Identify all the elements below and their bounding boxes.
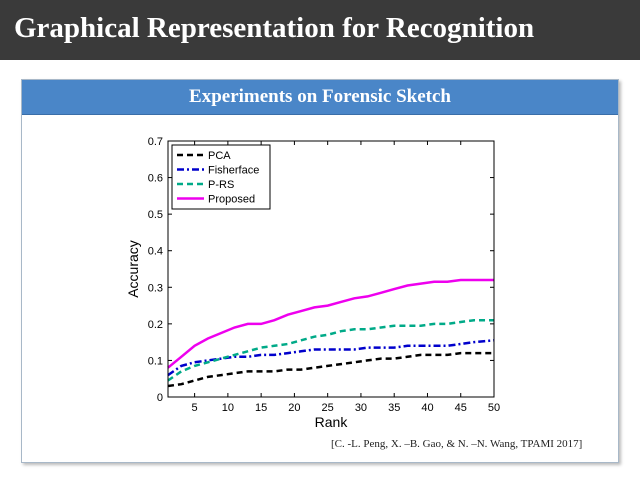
x-tick-label: 35: [388, 402, 400, 414]
legend-label: Fisherface: [208, 165, 259, 177]
axis-ticks: 0 0.1 0.2 0.3 0.4 0.5 0.6 0.7 5 10 15 20 25 30 35 40 45 5…: [148, 136, 500, 414]
accuracy-rank-chart: 0 0.1 0.2 0.3 0.4 0.5 0.6 0.7 5 10 15 20 25 30 35 40 45 5…: [125, 136, 500, 430]
legend: PCA Fisherface P-RS Proposed: [171, 144, 271, 210]
y-tick-label: 0.6: [148, 173, 163, 185]
legend-label: P-RS: [208, 179, 234, 191]
y-tick-label: 0.1: [148, 355, 163, 367]
series-lines: [167, 278, 495, 388]
x-tick-label: 10: [222, 402, 234, 414]
y-axis-label: Accuracy: [125, 240, 141, 298]
plot-frame: [167, 140, 495, 398]
x-tick-label: 20: [288, 402, 300, 414]
x-tick-label: 5: [192, 402, 198, 414]
x-tick-label: 30: [355, 402, 367, 414]
series-line-fisherface: [167, 339, 495, 377]
series-line-p-rs: [167, 318, 494, 382]
y-tick-label: 0.2: [148, 319, 163, 331]
panel-header: Experiments on Forensic Sketch: [22, 80, 618, 115]
x-axis-label: Rank: [315, 414, 349, 430]
content-panel: Experiments on Forensic Sketch: [21, 79, 619, 463]
y-tick-label: 0.5: [148, 209, 163, 221]
x-tick-label: 50: [488, 402, 500, 414]
x-tick-label: 40: [421, 402, 433, 414]
slide-title-bar: Graphical Representation for Recognition: [0, 0, 640, 60]
x-tick-label: 15: [255, 402, 267, 414]
series-line-pca: [167, 351, 494, 388]
legend-label: PCA: [208, 150, 231, 162]
x-tick-label: 25: [322, 402, 334, 414]
y-tick-label: 0.3: [148, 282, 163, 294]
legend-label: Proposed: [208, 194, 255, 206]
y-tick-label: 0: [157, 392, 163, 404]
citation: [C. -L. Peng, X. –B. Gao, & N. –N. Wang,…: [331, 438, 583, 450]
y-tick-label: 0.4: [148, 246, 163, 258]
slide-title: Graphical Representation for Recognition: [14, 12, 535, 44]
x-tick-label: 45: [455, 402, 467, 414]
y-tick-label: 0.7: [148, 136, 163, 148]
series-line-proposed: [167, 278, 494, 369]
panel-title: Experiments on Forensic Sketch: [189, 86, 451, 107]
